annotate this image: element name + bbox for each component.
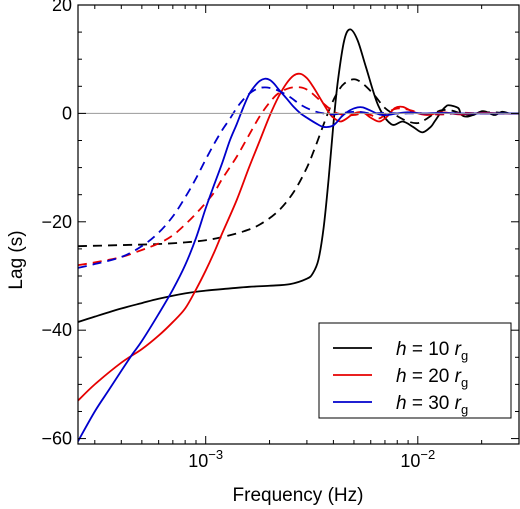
legend-label: h = 30 rg — [396, 393, 468, 417]
y-tick-label: 20 — [52, 0, 72, 15]
series-line-4 — [78, 86, 519, 267]
legend: h = 10 rg h = 20 rg h = 30 rg — [318, 322, 512, 419]
x-axis-label: Frequency (Hz) — [233, 485, 364, 506]
y-tick-label: −60 — [41, 429, 72, 449]
plot-frame — [77, 4, 520, 445]
x-tick-label: 10−2 — [400, 447, 435, 471]
series-line-2 — [78, 78, 519, 248]
axes-layer — [77, 4, 520, 445]
legend-label: h = 10 rg — [396, 339, 468, 363]
y-tick-label: −40 — [41, 320, 72, 340]
y-tick-label: 0 — [62, 103, 72, 123]
ticks-layer: 20 0 −20 −40 −60 10−3 10−2 — [41, 0, 520, 471]
y-tick-label: −20 — [41, 212, 72, 232]
series-line-1 — [78, 28, 519, 323]
y-axis-label: Lag (s) — [6, 230, 27, 289]
legend-label: h = 20 rg — [396, 366, 468, 390]
x-tick-label: 10−3 — [188, 447, 223, 471]
